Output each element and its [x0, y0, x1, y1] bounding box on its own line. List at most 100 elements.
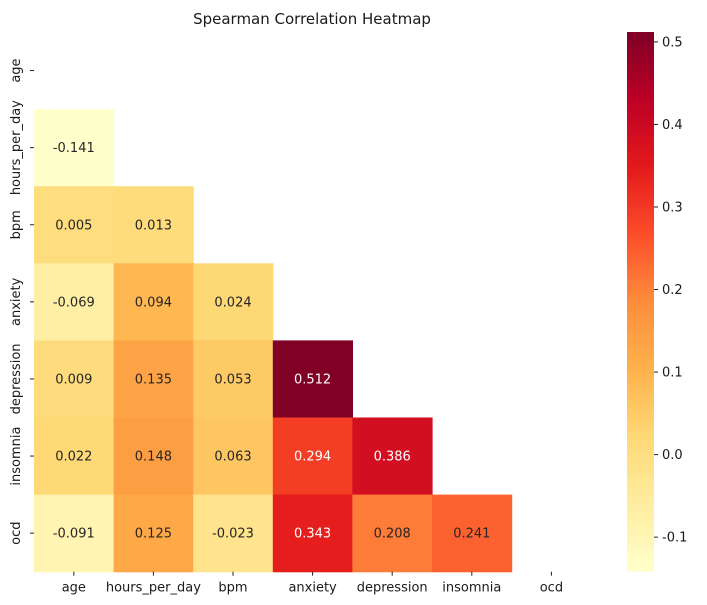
colorbar-segment — [627, 323, 654, 330]
colorbar-segment — [627, 530, 654, 536]
colorbar-segment — [627, 373, 654, 379]
colorbar-segment — [627, 409, 654, 415]
colorbar-segment — [627, 45, 654, 51]
colorbar-segment — [627, 332, 654, 339]
colorbar-segment — [627, 521, 654, 527]
y-tick-label-anxiety: anxiety — [9, 277, 24, 326]
cell-value-label: 0.386 — [374, 450, 411, 465]
colorbar-segment — [627, 225, 654, 231]
cell-value-label: 0.125 — [135, 527, 172, 542]
colorbar-segment — [627, 382, 654, 388]
colorbar-segment — [627, 364, 654, 370]
colorbar-segment — [627, 467, 654, 473]
colorbar-segment — [627, 153, 654, 159]
colorbar-segment — [627, 418, 654, 424]
colorbar-segment — [627, 238, 654, 244]
cell-value-label: 0.512 — [294, 372, 331, 387]
cell-value-label: 0.009 — [55, 372, 92, 387]
colorbar-segment — [627, 368, 654, 374]
heatmap-cell-depression-age — [34, 340, 115, 419]
colorbar-segment — [627, 40, 654, 47]
colorbar-segment — [627, 99, 654, 105]
colorbar-segment — [627, 139, 654, 145]
heatmap-cell-ocd-insomnia — [432, 494, 513, 573]
cell-value-label: 0.005 — [55, 218, 92, 233]
colorbar-segment — [627, 256, 654, 262]
colorbar-segment — [627, 252, 654, 258]
y-tick-label-age: age — [9, 58, 24, 82]
colorbar-segment — [627, 436, 654, 442]
colorbar-segment — [627, 440, 654, 446]
colorbar-segment — [627, 157, 654, 163]
heatmap-cell-hours_per_day-age — [34, 109, 115, 187]
heatmap-cell-insomnia-age — [34, 417, 115, 496]
colorbar-segment — [627, 404, 654, 410]
colorbar-segment — [627, 32, 654, 38]
heatmap-cell-ocd-hours_per_day — [113, 494, 194, 573]
colorbar-segment — [627, 350, 654, 356]
colorbar-segment — [627, 476, 654, 482]
x-axis-labels: age hours_per_day bpm anxiety depression inso… — [62, 571, 563, 596]
colorbar-segment — [627, 247, 654, 253]
colorbar-segment — [627, 94, 654, 100]
y-tick-label-depression: depression — [9, 343, 24, 414]
colorbar-segment — [627, 328, 654, 334]
heatmap-cell-ocd-bpm — [193, 494, 274, 573]
colorbar-segment — [627, 548, 654, 554]
cell-value-label: 0.343 — [294, 527, 331, 542]
cell-value-label: 0.063 — [214, 450, 251, 465]
cell-value-label: -0.091 — [53, 527, 95, 542]
colorbar-segment — [627, 229, 654, 235]
colorbar-segment — [627, 508, 654, 514]
cell-value-label: 0.013 — [135, 218, 172, 233]
colorbar-segment — [627, 557, 654, 563]
colorbar-segment — [627, 319, 654, 325]
colorbar-segment — [627, 297, 654, 303]
colorbar-segment — [627, 544, 654, 550]
cell-value-label: -0.069 — [53, 295, 95, 310]
colorbar-segment — [627, 301, 654, 307]
colorbar-tick-label: 0.5 — [662, 35, 683, 50]
x-tick-label-hours_per_day: hours_per_day — [106, 581, 201, 596]
colorbar-segment — [627, 184, 654, 190]
colorbar-segment — [627, 562, 654, 568]
colorbar-segment — [627, 386, 654, 392]
colorbar-tick-label: 0.2 — [662, 283, 683, 298]
colorbar-segment — [627, 265, 654, 271]
colorbar-segment — [627, 211, 654, 217]
heatmap-cell-ocd-age — [34, 494, 115, 573]
colorbar-segment — [627, 463, 654, 469]
colorbar-segment — [627, 121, 654, 127]
colorbar-segment — [627, 130, 654, 136]
y-tick-label-bpm: bpm — [9, 210, 24, 239]
heatmap-cells: -0.141 0.005 0.013 -0.069 0.094 0.024 0.009 0.1… — [34, 109, 513, 573]
colorbar-segment — [627, 234, 654, 240]
y-tick-label-insomnia: insomnia — [9, 427, 24, 486]
colorbar-tick-label: 0.0 — [662, 448, 683, 463]
colorbar-segment — [627, 431, 654, 437]
colorbar-segment — [627, 81, 654, 87]
colorbar-segment — [627, 503, 654, 509]
colorbar-segment — [627, 341, 654, 348]
colorbar-segment — [627, 526, 654, 532]
colorbar-segment — [627, 126, 654, 132]
colorbar-segment — [627, 449, 654, 455]
heatmap-cell-depression-hours_per_day — [113, 340, 194, 419]
colorbar-segment — [627, 454, 654, 460]
colorbar-segment — [627, 314, 654, 321]
x-tick-label-depression: depression — [357, 581, 428, 596]
colorbar-segment — [627, 512, 654, 518]
colorbar-segment — [627, 193, 654, 199]
cell-value-label: 0.208 — [374, 527, 411, 542]
heatmap-cell-insomnia-hours_per_day — [113, 417, 194, 496]
colorbar-segment — [627, 395, 654, 401]
colorbar-segment — [627, 445, 654, 451]
colorbar-segment — [627, 63, 654, 69]
y-tick-label-hours_per_day: hours_per_day — [9, 100, 24, 195]
colorbar-segment — [627, 458, 654, 464]
colorbar-segment — [627, 202, 654, 208]
colorbar-segment — [627, 36, 654, 42]
colorbar-segment — [627, 49, 654, 56]
colorbar-segment — [627, 283, 654, 289]
